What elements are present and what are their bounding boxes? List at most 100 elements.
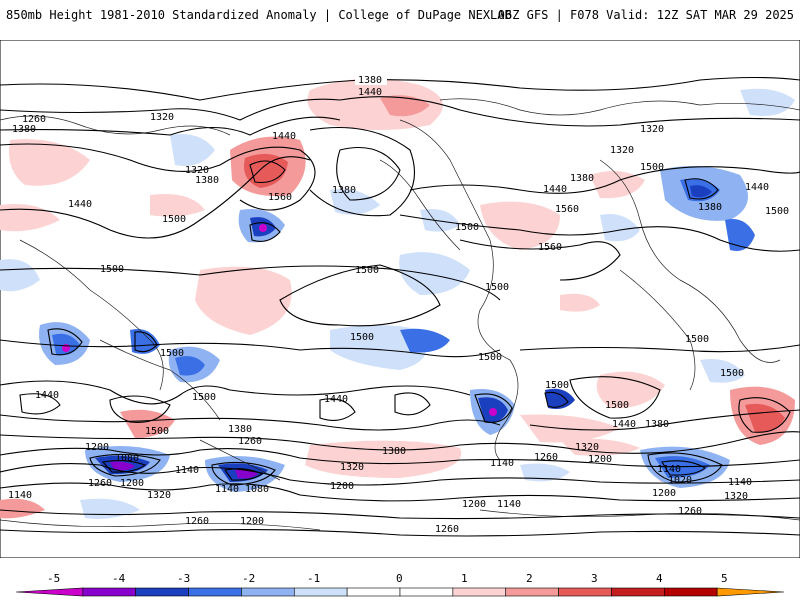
colorbar-tick-label: 5	[721, 572, 728, 585]
coastlines	[0, 98, 800, 531]
contour-label: 1320	[575, 442, 599, 453]
contour-label: 1440	[35, 390, 59, 401]
contour-label: 1140	[497, 499, 521, 510]
colorbar-tick-label: 4	[656, 572, 663, 585]
colorbar-segment	[505, 587, 559, 597]
contour-label: 1500	[485, 282, 509, 293]
colorbar-tick-label: 1	[461, 572, 468, 585]
contour-label: 1200	[85, 442, 109, 453]
colorbar-segment	[452, 587, 507, 597]
colorbar-segment	[558, 587, 612, 597]
contour-label: 1500	[545, 380, 569, 391]
contour-label: 1260	[185, 516, 209, 527]
weather-map: 1380 1440 1260 1320 1380 1320 1380 1440 …	[0, 40, 800, 558]
header: 850mb Height 1981-2010 Standardized Anom…	[0, 0, 800, 30]
colorbar-tick-label: -1	[307, 572, 320, 585]
contour-label: 1320	[185, 165, 209, 176]
model-run-valid-time: 06Z GFS | F078 Valid: 12Z SAT MAR 29 202…	[497, 8, 794, 22]
colorbar-segment	[15, 587, 84, 597]
contour-label: 1500	[100, 264, 124, 275]
contour-label: 1260	[22, 114, 46, 125]
contour-label: 1380	[358, 75, 382, 86]
contour-label: 1440	[68, 199, 92, 210]
contour-label: 1560	[268, 192, 292, 203]
contour-label: 1380	[195, 175, 219, 186]
map-title: 850mb Height 1981-2010 Standardized Anom…	[6, 8, 512, 22]
contour-label: 1140	[728, 477, 752, 488]
contour-label: 1200	[120, 478, 144, 489]
contour-label: 1500	[478, 352, 502, 363]
contour-label: 1380	[228, 424, 252, 435]
contour-label: 1140	[8, 490, 32, 501]
contour-label: 1320	[640, 124, 664, 135]
colorbar-segment	[188, 587, 242, 597]
contour-label: 1320	[610, 145, 634, 156]
colorbar-tick-label: 0	[396, 572, 403, 585]
contour-label: 1500	[160, 348, 184, 359]
contour-label: 1440	[745, 182, 769, 193]
height-contours	[0, 76, 800, 537]
contour-label: 1440	[612, 419, 636, 430]
colorbar-tick-label: -4	[112, 572, 126, 585]
contour-label: 1380	[12, 124, 36, 135]
contour-label: 1500	[605, 400, 629, 411]
colorbar-tick-label: 2	[526, 572, 533, 585]
contour-label: 1320	[150, 112, 174, 123]
contour-label: 1320	[724, 491, 748, 502]
contour-label: 1200	[240, 516, 264, 527]
contour-label: 1440	[324, 394, 348, 405]
contour-label: 1380	[570, 173, 594, 184]
contour-label: 1440	[543, 184, 567, 195]
contour-label: 1200	[588, 454, 612, 465]
contour-label: 1560	[538, 242, 562, 253]
contour-label: 1380	[332, 185, 356, 196]
contour-label: 1560	[555, 204, 579, 215]
contour-label: 1320	[340, 462, 364, 473]
contour-label: 1500	[355, 265, 379, 276]
colorbar-segment	[346, 587, 401, 597]
contour-label: 1500	[685, 334, 709, 345]
colorbar-tick-label: 3	[591, 572, 598, 585]
contour-label: 1500	[720, 368, 744, 379]
contour-label: 1140	[657, 464, 681, 475]
contour-label: 1200	[330, 481, 354, 492]
contour-label: 1320	[147, 490, 171, 501]
contour-label: 1380	[645, 419, 669, 430]
contour-label: 1500	[350, 332, 374, 343]
contour-label: 1500	[192, 392, 216, 403]
contour-label: 1440	[272, 131, 296, 142]
contour-label: 1500	[640, 162, 664, 173]
colorbar-segments	[15, 587, 785, 597]
contour-label: 1260	[238, 436, 262, 447]
contour-labels: 1380 1440 1260 1320 1380 1320 1380 1440 …	[8, 73, 789, 535]
contour-label: 1260	[678, 506, 702, 517]
colorbar-tick-label: -5	[47, 572, 60, 585]
colorbar-segment	[399, 587, 454, 597]
contour-label: 1500	[162, 214, 186, 225]
contour-label: 1140	[215, 484, 239, 495]
colorbar-labels: -5 -4 -3 -2 -1 0 1 2 3 4 5	[47, 572, 728, 585]
anomaly-colorbar: -5 -4 -3 -2 -1 0 1 2 3 4 5	[15, 572, 785, 597]
contour-label: 1140	[175, 465, 199, 476]
contour-label: 1200	[462, 499, 486, 510]
contour-label: 1500	[145, 426, 169, 437]
colorbar-segment	[716, 587, 785, 597]
colorbar-segment	[611, 587, 665, 597]
colorbar-segment	[663, 587, 718, 597]
colorbar-segment	[82, 587, 137, 597]
contour-label: 1380	[382, 446, 406, 457]
contour-label: 1080	[115, 453, 139, 464]
contour-label: 1140	[490, 458, 514, 469]
positive-anomaly-shading	[0, 78, 795, 519]
colorbar-tick-label: -3	[177, 572, 190, 585]
colorbar-tick-label: -2	[242, 572, 255, 585]
contour-label: 1260	[534, 452, 558, 463]
contour-label: 1500	[765, 206, 789, 217]
contour-label: 1080	[245, 484, 269, 495]
contour-label: 1440	[358, 87, 382, 98]
contour-label: 1500	[455, 222, 479, 233]
colorbar-segment	[135, 587, 189, 597]
colorbar-segment	[293, 587, 348, 597]
contour-label: 1260	[88, 478, 112, 489]
contour-label: 1260	[435, 524, 459, 535]
